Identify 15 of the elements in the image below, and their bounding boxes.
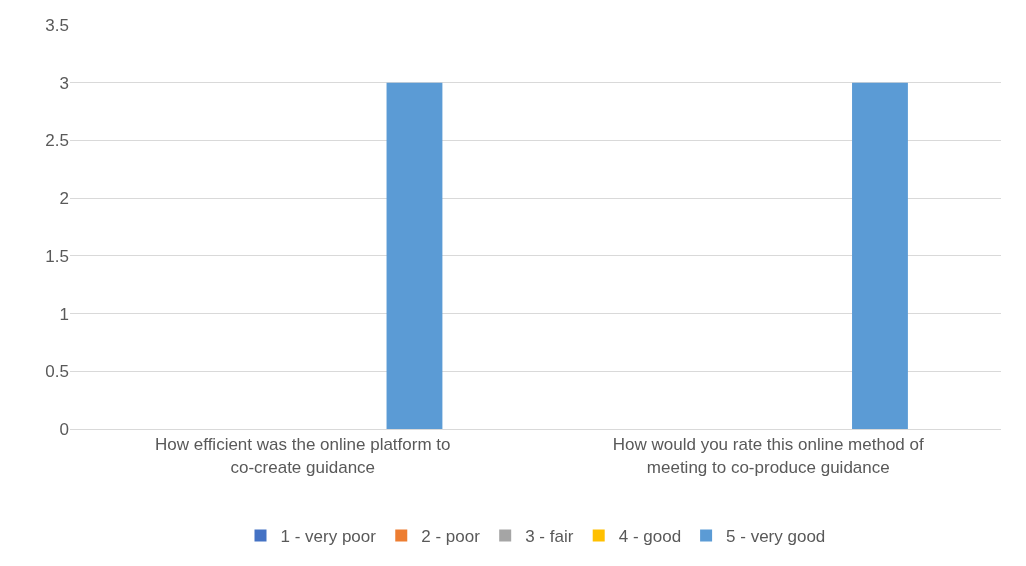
y-tick-label: 0 <box>59 419 69 439</box>
y-tick-label: 2 <box>59 189 69 209</box>
legend-label: 1 - very poor <box>280 527 377 547</box>
legend-label: 4 - good <box>618 527 682 547</box>
legend-label: 2 - poor <box>421 527 481 547</box>
legend-label: 5 - very good <box>726 527 826 547</box>
y-tick-label: 3 <box>59 73 69 93</box>
y-tick-label: 1.5 <box>45 246 69 266</box>
y-tick-label: 2.5 <box>45 131 69 151</box>
legend-label: 3 - fair <box>525 527 574 547</box>
y-tick-label: 1 <box>59 304 69 324</box>
y-tick-label: 0.5 <box>45 362 69 382</box>
x-tick-label: How efficient was the online platform to co-create guidance <box>155 435 451 477</box>
x-tick-label: How would you rate this online method of meeting to co-produce guidance <box>612 435 924 477</box>
y-tick-label: 3.5 <box>45 15 69 35</box>
